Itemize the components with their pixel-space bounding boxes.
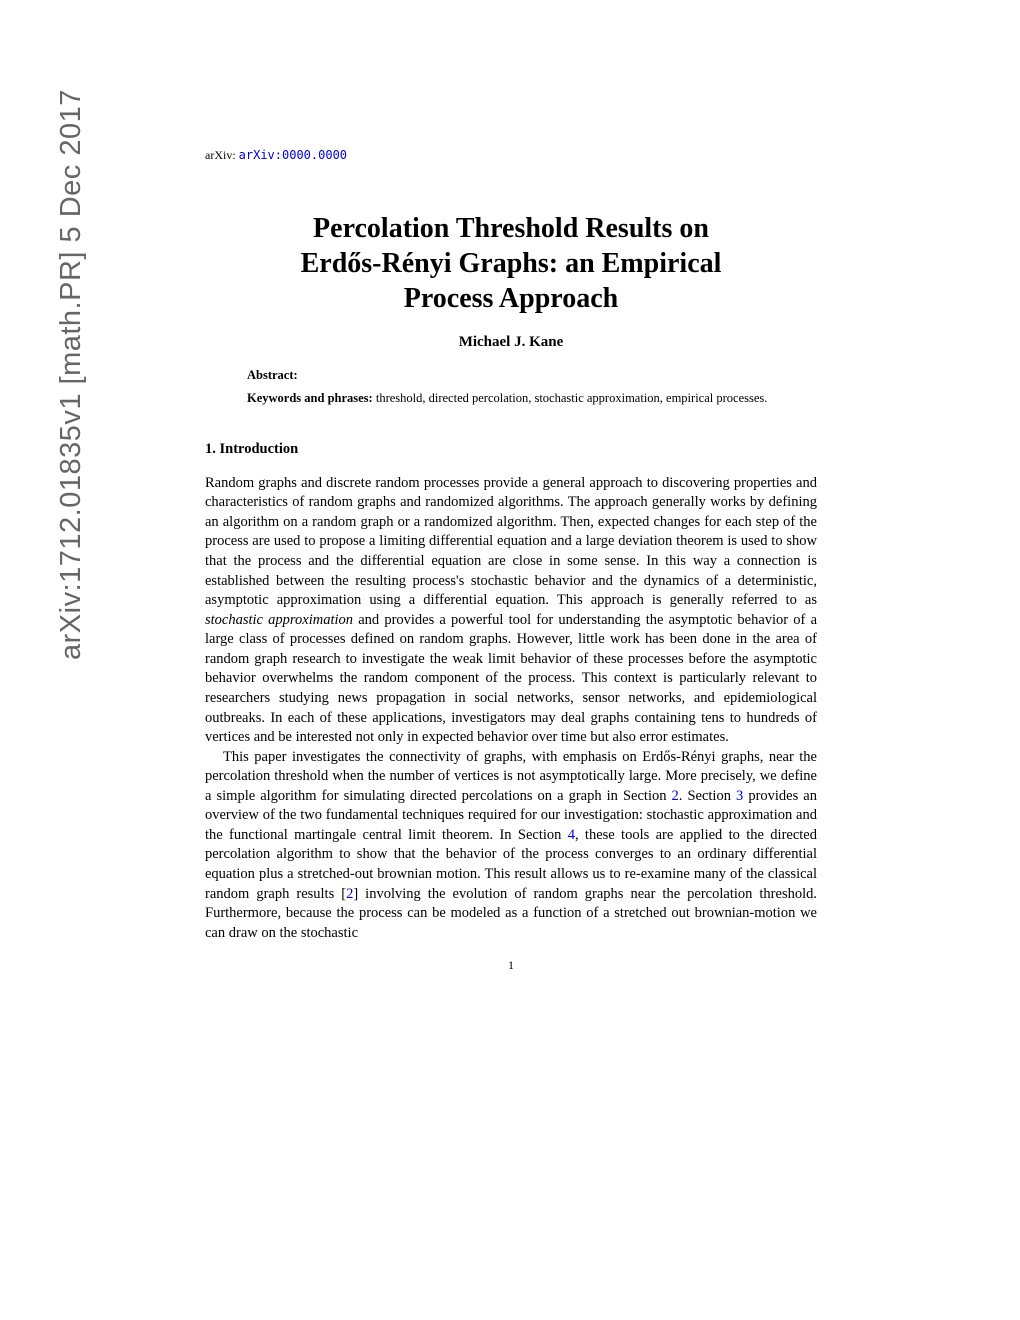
arxiv-prefix: arXiv: <box>205 148 239 162</box>
page-content: arXiv: arXiv:0000.0000 Percolation Thres… <box>205 148 817 943</box>
keywords-text: threshold, directed percolation, stochas… <box>373 391 768 405</box>
p1-text-b: and provides a powerful tool for underst… <box>205 612 817 745</box>
title-line-1: Percolation Threshold Results on <box>313 213 709 244</box>
title-line-2: Erdős-Rényi Graphs: an Empirical <box>301 248 722 279</box>
title-line-3: Process Approach <box>404 283 618 314</box>
paper-title: Percolation Threshold Results on Erdős-R… <box>205 211 817 316</box>
body-text: Random graphs and discrete random proces… <box>205 474 817 944</box>
page-number: 1 <box>205 958 817 973</box>
abstract-block: Abstract: Keywords and phrases: threshol… <box>247 367 775 407</box>
section-ref-4[interactable]: 4 <box>568 827 575 843</box>
p2-text-b: . Section <box>679 788 736 804</box>
p1-italic: stochastic approximation <box>205 612 353 628</box>
section-ref-2[interactable]: 2 <box>672 788 679 804</box>
arxiv-sidebar-stamp: arXiv:1712.01835v1 [math.PR] 5 Dec 2017 <box>55 89 88 660</box>
section-heading-1: 1. Introduction <box>205 441 817 458</box>
paragraph-2: This paper investigates the connectivity… <box>205 748 817 944</box>
author-name: Michael J. Kane <box>205 334 817 351</box>
p1-text-a: Random graphs and discrete random proces… <box>205 475 817 608</box>
arxiv-header-line: arXiv: arXiv:0000.0000 <box>205 148 817 163</box>
arxiv-link[interactable]: arXiv:0000.0000 <box>239 148 347 162</box>
keywords-line: Keywords and phrases: threshold, directe… <box>247 390 775 407</box>
keywords-label: Keywords and phrases: <box>247 391 373 405</box>
abstract-label: Abstract: <box>247 367 775 384</box>
paragraph-1: Random graphs and discrete random proces… <box>205 474 817 748</box>
